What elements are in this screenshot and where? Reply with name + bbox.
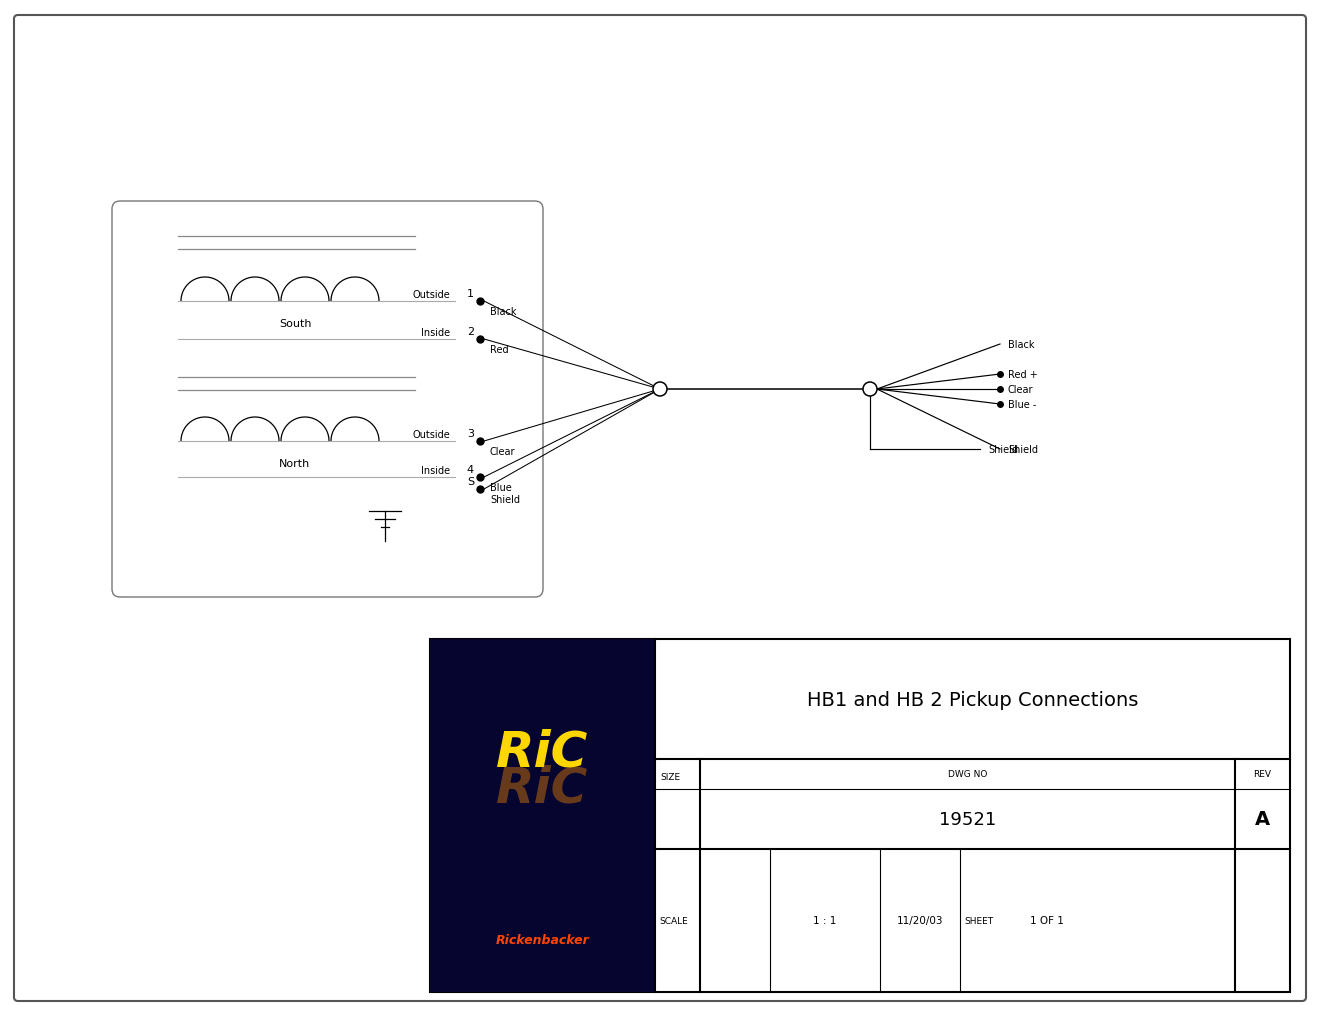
Text: Red +: Red + <box>1008 370 1038 380</box>
Circle shape <box>863 382 876 396</box>
Bar <box>430 639 1290 993</box>
Text: REV: REV <box>1254 769 1271 779</box>
Text: South: South <box>279 319 312 329</box>
Text: Black: Black <box>1008 339 1035 350</box>
Text: 3: 3 <box>467 429 474 438</box>
Text: SHEET: SHEET <box>964 916 993 925</box>
Text: Shield: Shield <box>987 444 1018 454</box>
Text: Outside: Outside <box>412 289 450 300</box>
Text: Shield: Shield <box>490 494 520 504</box>
Text: Outside: Outside <box>412 430 450 439</box>
Text: Inside: Inside <box>421 328 450 337</box>
Text: S: S <box>467 477 474 486</box>
Text: Red: Red <box>490 344 508 355</box>
Text: Rickenbacker: Rickenbacker <box>495 932 589 946</box>
Text: Shield: Shield <box>1008 444 1038 454</box>
Text: Clear: Clear <box>1008 384 1034 394</box>
Bar <box>430 639 655 993</box>
Text: Blue: Blue <box>490 483 512 492</box>
Text: Clear: Clear <box>490 446 516 457</box>
Text: HB1 and HB 2 Pickup Connections: HB1 and HB 2 Pickup Connections <box>807 690 1138 709</box>
Text: 19521: 19521 <box>939 810 997 828</box>
Text: North: North <box>280 459 310 469</box>
Text: 1 OF 1: 1 OF 1 <box>1030 916 1064 925</box>
Text: 11/20/03: 11/20/03 <box>896 916 944 925</box>
Circle shape <box>653 382 667 396</box>
FancyBboxPatch shape <box>112 202 543 597</box>
Text: 1: 1 <box>467 288 474 299</box>
Text: 2: 2 <box>467 327 474 336</box>
Text: RiC: RiC <box>496 729 589 776</box>
Text: 4: 4 <box>467 465 474 475</box>
Text: SIZE: SIZE <box>660 772 680 782</box>
Text: A: A <box>1255 810 1270 828</box>
Text: Black: Black <box>490 307 516 317</box>
Text: Blue -: Blue - <box>1008 399 1036 410</box>
Text: RiC: RiC <box>496 764 589 812</box>
Text: 1 : 1: 1 : 1 <box>813 916 837 925</box>
Text: Inside: Inside <box>421 466 450 476</box>
FancyBboxPatch shape <box>15 16 1305 1001</box>
Text: DWG NO: DWG NO <box>948 769 987 779</box>
Text: SCALE: SCALE <box>659 916 688 925</box>
